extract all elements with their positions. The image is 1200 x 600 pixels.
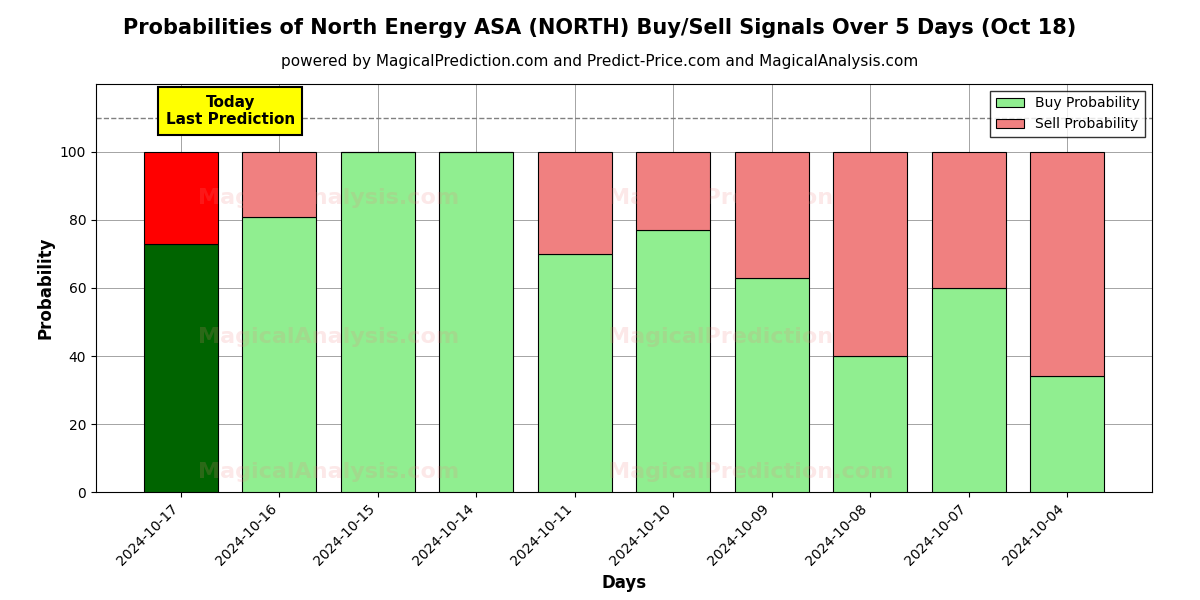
Text: MagicalPrediction.com: MagicalPrediction.com: [608, 188, 894, 208]
X-axis label: Days: Days: [601, 574, 647, 592]
Bar: [833, 152, 907, 356]
Bar: [144, 244, 218, 492]
Bar: [341, 152, 415, 492]
Text: Today
Last Prediction: Today Last Prediction: [166, 95, 295, 127]
Y-axis label: Probability: Probability: [36, 237, 54, 339]
Bar: [931, 288, 1006, 492]
Text: MagicalAnalysis.com: MagicalAnalysis.com: [198, 188, 458, 208]
Bar: [144, 152, 218, 244]
Bar: [636, 152, 710, 230]
Text: powered by MagicalPrediction.com and Predict-Price.com and MagicalAnalysis.com: powered by MagicalPrediction.com and Pre…: [281, 54, 919, 69]
Text: MagicalAnalysis.com: MagicalAnalysis.com: [198, 461, 458, 482]
Text: MagicalPrediction.com: MagicalPrediction.com: [608, 461, 894, 482]
Bar: [538, 152, 612, 254]
Bar: [931, 152, 1006, 288]
Text: Probabilities of North Energy ASA (NORTH) Buy/Sell Signals Over 5 Days (Oct 18): Probabilities of North Energy ASA (NORTH…: [124, 18, 1076, 38]
Bar: [734, 278, 809, 492]
Bar: [1030, 376, 1104, 492]
Bar: [538, 254, 612, 492]
Bar: [734, 152, 809, 278]
Legend: Buy Probability, Sell Probability: Buy Probability, Sell Probability: [990, 91, 1145, 137]
Bar: [636, 230, 710, 492]
Text: MagicalPrediction.com: MagicalPrediction.com: [608, 327, 894, 347]
Bar: [242, 152, 317, 217]
Bar: [439, 152, 514, 492]
Bar: [242, 217, 317, 492]
Bar: [833, 356, 907, 492]
Bar: [1030, 152, 1104, 376]
Text: MagicalAnalysis.com: MagicalAnalysis.com: [198, 327, 458, 347]
